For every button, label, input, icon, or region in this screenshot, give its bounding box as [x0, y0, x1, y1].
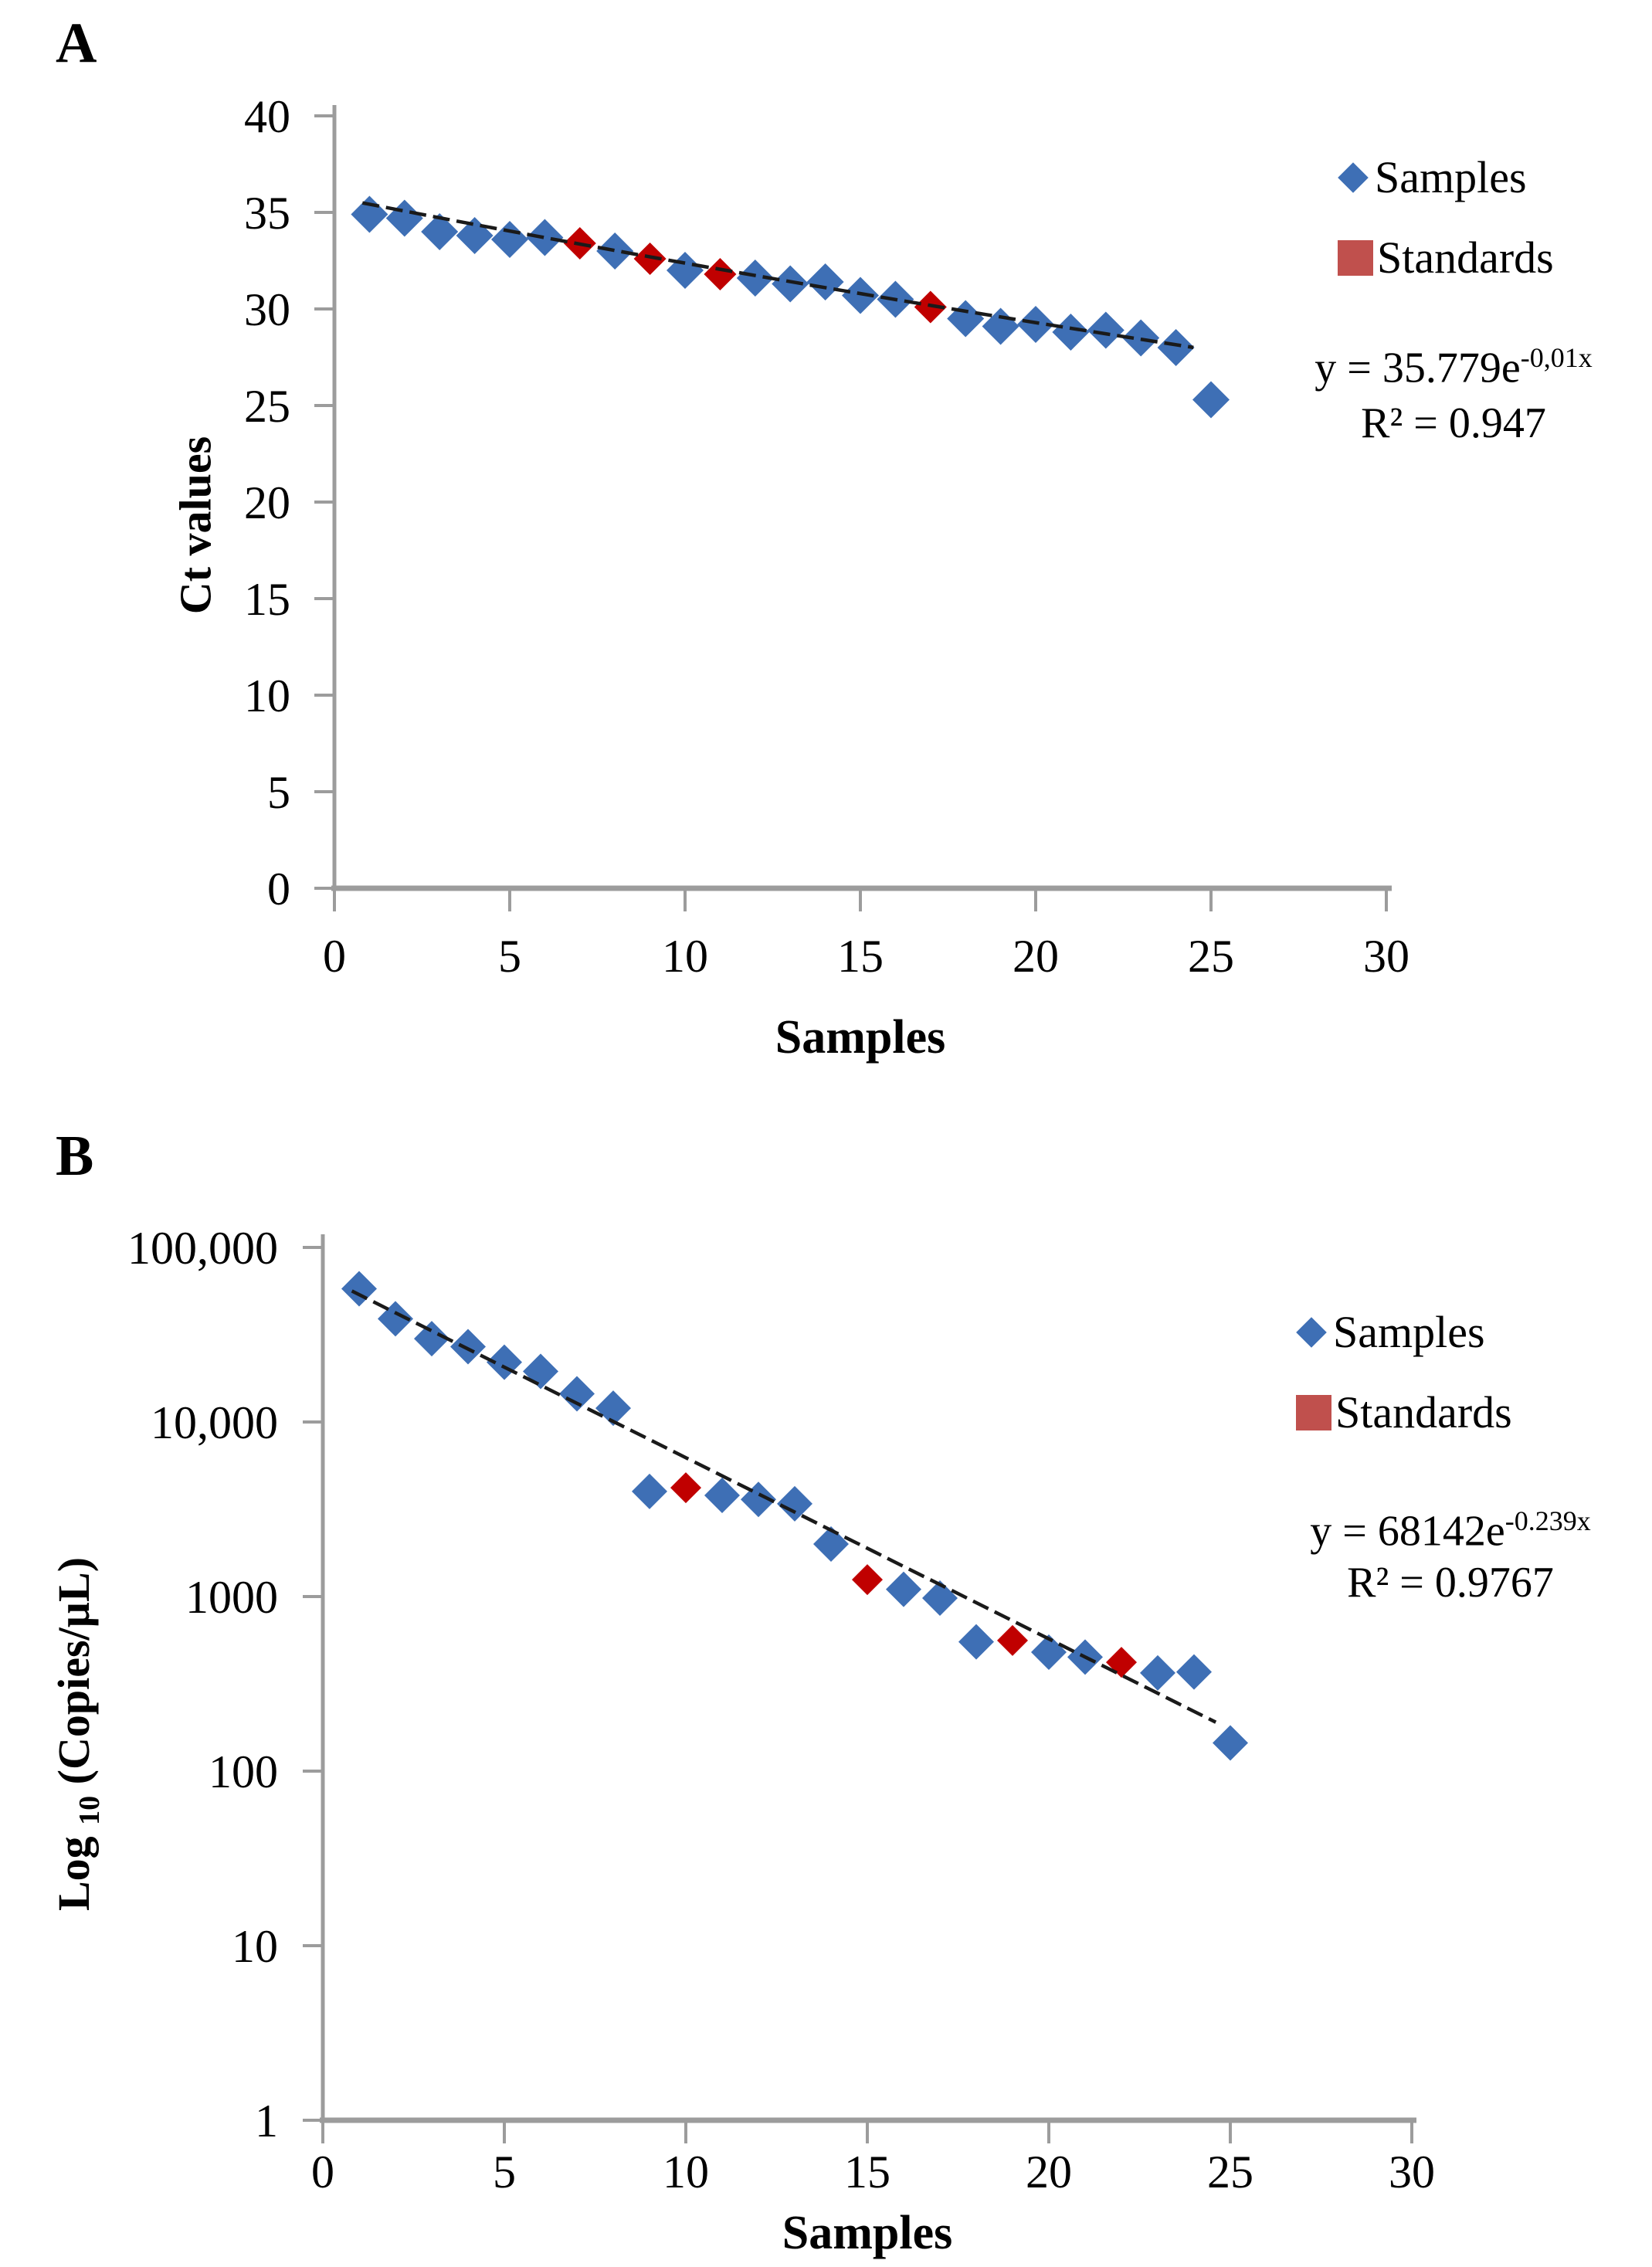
svg-text:100,000: 100,000	[127, 1223, 278, 1274]
svg-text:35: 35	[244, 188, 290, 239]
svg-text:0: 0	[267, 864, 290, 915]
samples-diamond-icon	[1338, 162, 1369, 193]
equation-b: y = 68142e-0.239x R² = 0.9767	[1234, 1495, 1652, 1608]
svg-text:0: 0	[311, 2147, 334, 2197]
standards-square-icon	[1296, 1395, 1331, 1430]
svg-text:0: 0	[323, 931, 346, 982]
svg-text:100: 100	[209, 1746, 278, 1797]
panel-a-label: A	[56, 12, 97, 75]
svg-text:30: 30	[244, 284, 290, 335]
svg-text:25: 25	[244, 381, 290, 432]
legend-item-samples-a: Samples	[1338, 154, 1554, 201]
equation-b-formula: y = 68142e-0.239x	[1310, 1505, 1591, 1556]
svg-text:30: 30	[1389, 2147, 1435, 2197]
standards-square-icon	[1338, 240, 1373, 276]
legend-item-standards-a: Standards	[1338, 235, 1554, 281]
chart-a-plot: 40 35 30 25 20 15 10 5 00 5 10 15 20 25 30	[244, 91, 1409, 982]
svg-text:10: 10	[232, 1921, 278, 1972]
svg-text:20: 20	[244, 477, 290, 528]
panel-b-label: B	[56, 1125, 94, 1188]
svg-text:25: 25	[1207, 2147, 1253, 2197]
svg-text:15: 15	[844, 2147, 890, 2197]
svg-text:5: 5	[267, 767, 290, 818]
x-axis-title-a: Samples	[775, 1011, 946, 1064]
legend-item-standards-b: Standards	[1296, 1390, 1512, 1436]
legend-item-samples-b: Samples	[1296, 1309, 1512, 1356]
equation-a-r2: R² = 0.947	[1361, 399, 1546, 447]
svg-text:10: 10	[244, 670, 290, 721]
legend-b: Samples Standards	[1296, 1309, 1512, 1470]
samples-diamond-icon	[1296, 1317, 1327, 1348]
svg-text:20: 20	[1026, 2147, 1072, 2197]
svg-text:15: 15	[837, 931, 884, 982]
svg-text:30: 30	[1363, 931, 1409, 982]
svg-text:15: 15	[244, 574, 290, 625]
equation-b-r2: R² = 0.9767	[1347, 1558, 1554, 1607]
svg-text:10: 10	[663, 2147, 709, 2197]
svg-text:10,000: 10,000	[151, 1397, 278, 1448]
svg-text:25: 25	[1188, 931, 1234, 982]
svg-text:10: 10	[662, 931, 708, 982]
svg-text:40: 40	[244, 91, 290, 142]
svg-text:20: 20	[1013, 931, 1059, 982]
legend-a: Samples Standards	[1338, 154, 1554, 315]
x-axis-title-b: Samples	[782, 2207, 953, 2259]
svg-text:1: 1	[255, 2096, 278, 2147]
svg-text:5: 5	[498, 931, 521, 982]
equation-a: y = 35.779e-0,01x R² = 0.947	[1245, 331, 1652, 451]
y-axis-title-b: Log 10 (Copies/µL)	[49, 1556, 106, 1912]
y-axis-title-a: Ct values	[170, 436, 221, 615]
svg-text:1000: 1000	[185, 1572, 278, 1623]
equation-a-formula: y = 35.779e-0,01x	[1314, 342, 1593, 392]
chart-b-plot: 100,000 10,000 1000 100 10 10 5 10 15 20 25 30	[127, 1223, 1435, 2197]
svg-text:5: 5	[493, 2147, 516, 2197]
